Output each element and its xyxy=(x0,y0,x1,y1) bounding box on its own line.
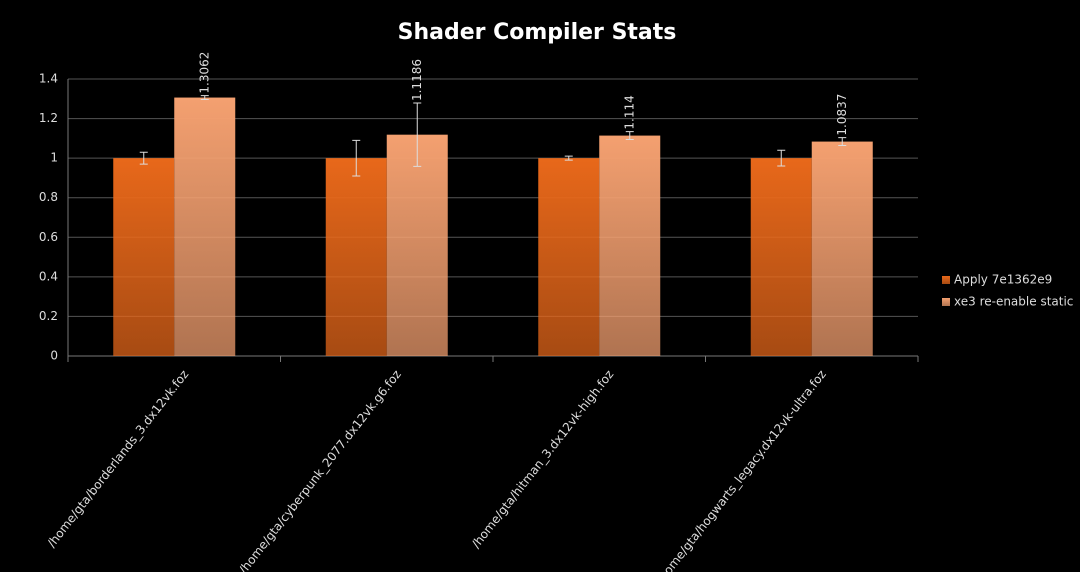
data-label: 1.114 xyxy=(622,95,636,129)
legend-label: Apply 7e1362e9 xyxy=(954,273,1052,287)
bar xyxy=(174,97,236,357)
legend-label: xe3 re-enable static xyxy=(954,295,1073,309)
y-tick-label: 1.4 xyxy=(39,72,58,86)
bar xyxy=(811,141,873,356)
x-tick-label: /home/gta/borderlands_3.dx12vk.foz xyxy=(44,367,191,550)
data-label: 1.0837 xyxy=(835,94,849,136)
legend-swatch xyxy=(942,276,950,284)
bar xyxy=(538,158,600,356)
error-bar xyxy=(564,155,573,161)
error-bar xyxy=(352,139,361,177)
bar xyxy=(599,135,661,356)
chart-title: Shader Compiler Stats xyxy=(398,20,677,45)
error-bar xyxy=(838,137,847,147)
x-tick-label: /home/gta/hitman_3.dx12vk-high.foz xyxy=(469,367,617,550)
error-bar xyxy=(625,131,634,141)
x-tick-label: /home/gta/hogwarts_legacy.dx12vk-ultra.f… xyxy=(654,367,829,572)
error-bar xyxy=(139,151,148,165)
data-label: 1.3062 xyxy=(197,52,211,94)
y-tick-label: 0.8 xyxy=(39,190,58,204)
error-bar xyxy=(777,149,786,167)
legend-swatch xyxy=(942,298,950,306)
bar xyxy=(386,134,448,356)
x-tick-label: /home/gta/cyberpunk_2077.dx12vk.g6.foz xyxy=(236,367,404,572)
y-tick-label: 0.6 xyxy=(39,230,58,244)
bar xyxy=(113,158,175,356)
y-tick-label: 0.2 xyxy=(39,309,58,323)
y-tick-label: 0.4 xyxy=(39,269,58,283)
y-tick-label: 1.2 xyxy=(39,111,58,125)
data-label: 1.1186 xyxy=(410,59,424,101)
error-bar xyxy=(200,95,209,101)
bar xyxy=(325,158,387,356)
y-tick-label: 1 xyxy=(50,151,58,165)
y-tick-label: 0 xyxy=(50,349,58,363)
error-bar xyxy=(413,102,422,167)
bar xyxy=(750,158,812,356)
